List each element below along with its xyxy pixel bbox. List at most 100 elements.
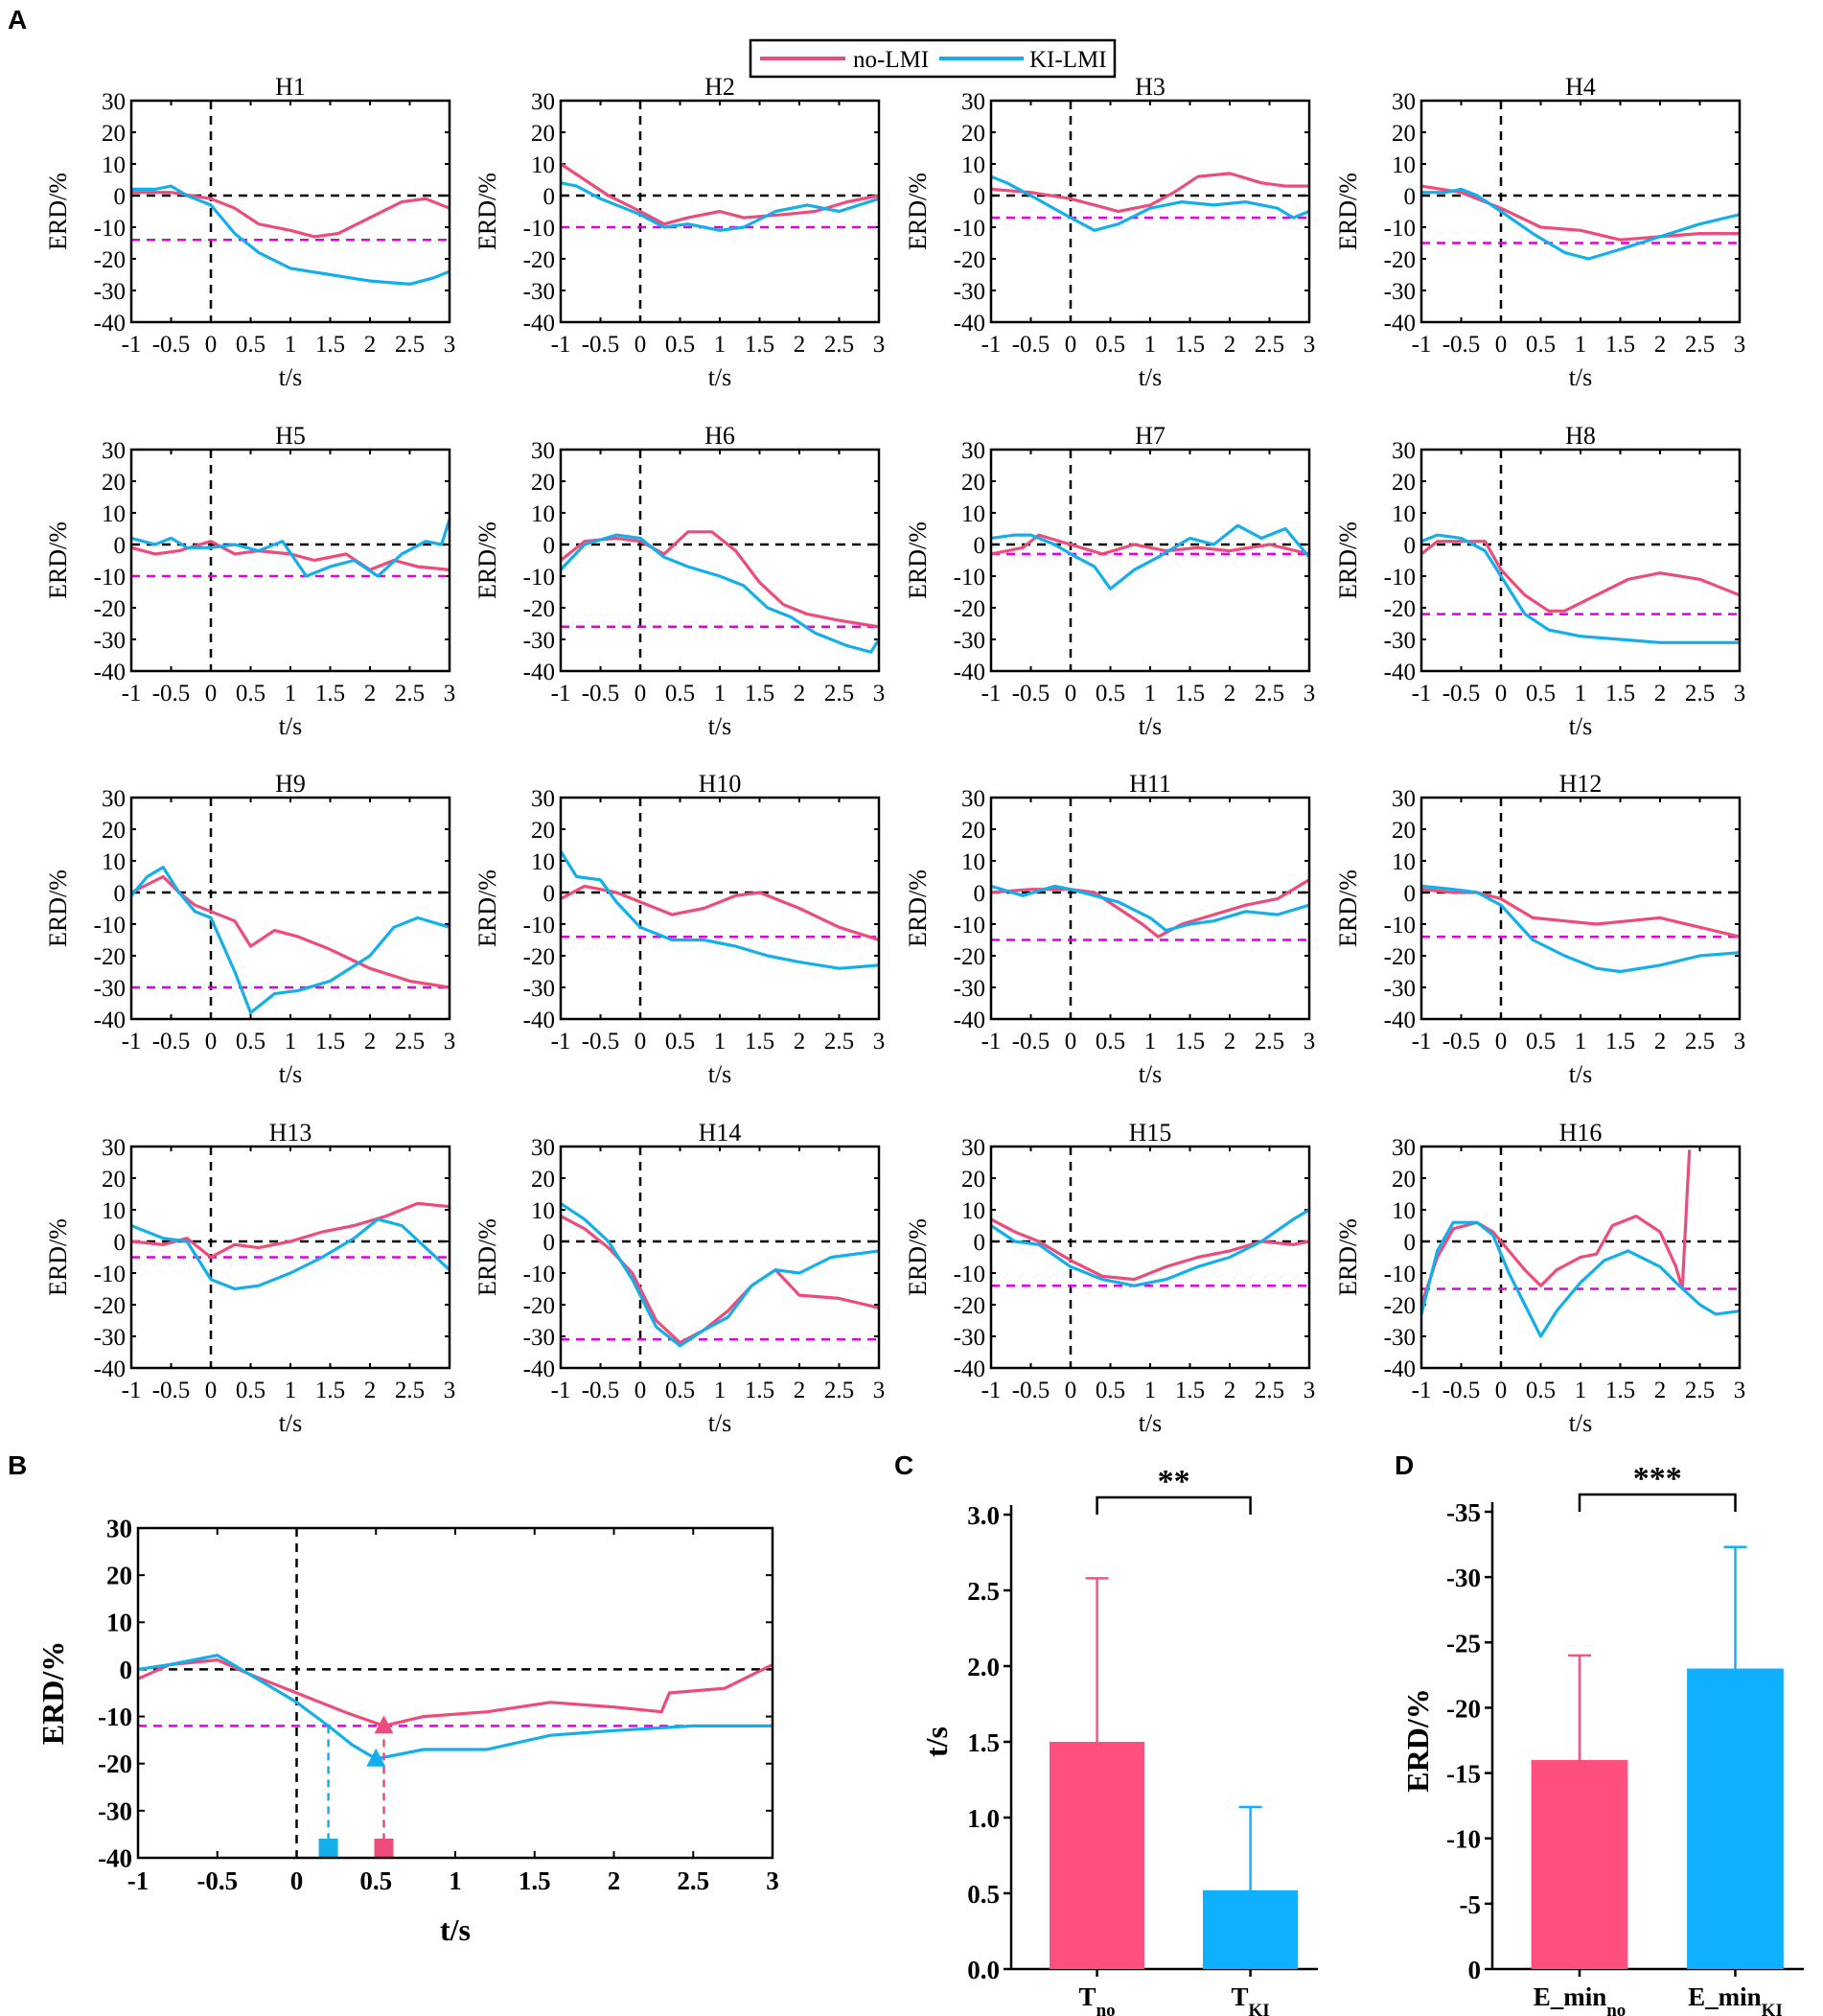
x-tick-label: 0.5: [359, 1866, 392, 1895]
y-tick-label: -40: [94, 660, 126, 685]
y-tick-label: 0: [543, 1230, 556, 1256]
y-tick-label: 0.0: [967, 1956, 1000, 1984]
y-tick-label: 0: [974, 533, 986, 559]
x-tick-label: 0: [635, 1029, 647, 1054]
y-tick-label: 10: [1392, 501, 1416, 527]
legend-no-lmi-label: no-LMI: [853, 47, 929, 73]
y-axis-label: ERD/%: [1334, 1218, 1362, 1296]
x-axis-label: t/s: [1139, 712, 1163, 740]
y-tick-label: -10: [1384, 913, 1416, 938]
plot-frame: [1419, 99, 1742, 324]
x-tick-label: -1: [981, 681, 1002, 707]
x-tick-label: -0.5: [582, 1378, 620, 1403]
y-axis-label: ERD/%: [904, 173, 932, 250]
y-tick-label: 2.0: [967, 1653, 1000, 1681]
x-tick-label: 1.5: [519, 1866, 551, 1895]
y-tick-label: -15: [1446, 1760, 1481, 1789]
y-tick-label: 10: [102, 849, 126, 875]
y-tick-label: -30: [1384, 1325, 1416, 1351]
y-tick-label: 20: [961, 121, 985, 147]
y-tick-label: -10: [94, 913, 126, 938]
x-tick-label: 2.5: [824, 332, 854, 358]
x-tick-label: -0.5: [152, 1029, 191, 1054]
y-tick-label: 0: [1404, 881, 1417, 907]
y-tick-label: 1.5: [967, 1728, 1000, 1757]
y-tick-label: -30: [954, 628, 985, 654]
x-tick-label: -0.5: [1012, 1029, 1050, 1054]
series-no-lmi: [1420, 540, 1741, 613]
y-tick-label: 0: [974, 1230, 986, 1256]
x-tick-label: 1: [1575, 1029, 1587, 1054]
x-tick-label: 1.5: [1605, 1029, 1635, 1054]
x-tick-label: -0.5: [582, 332, 620, 358]
x-tick-label: 2.5: [1255, 681, 1284, 707]
x-tick-label: 0: [1495, 1378, 1508, 1403]
y-tick-label: -10: [954, 216, 985, 242]
y-tick-label: -30: [954, 279, 985, 305]
x-tick-label: 1: [1144, 1029, 1157, 1054]
y-tick-label: -20: [1446, 1694, 1481, 1723]
y-axis-label: ERD/%: [1400, 1688, 1435, 1792]
x-tick-label: 0.5: [665, 332, 695, 358]
y-tick-label: -30: [94, 976, 126, 1002]
y-tick-label: -30: [1384, 628, 1416, 654]
x-tick-label: 3: [444, 1378, 456, 1403]
y-tick-label: -20: [523, 596, 555, 622]
y-tick-label: 0: [114, 881, 127, 907]
y-tick-label: 2.5: [967, 1577, 1000, 1606]
subplot-h10: 30 20 10 0 -10 -20 -30 -40-1 -0.5 0 0.5 1 1.5 2 2.5 3 H1…: [473, 770, 885, 1088]
series-ki-lmi: [1419, 1220, 1741, 1338]
x-tick-label: 1.5: [315, 681, 345, 707]
x-tick-label: 1: [285, 332, 297, 358]
x-tick-label: -0.5: [196, 1866, 238, 1895]
x-tick-label: 1: [714, 681, 727, 707]
y-tick-label: -10: [1446, 1825, 1481, 1854]
x-tick-label: 2: [364, 1378, 377, 1403]
y-tick-label: 10: [531, 1198, 555, 1224]
significance-bracket: [1578, 1493, 1737, 1512]
y-tick-label: 0: [1404, 1230, 1417, 1256]
x-tick-label: 1: [449, 1866, 462, 1895]
x-axis-label: t/s: [1569, 363, 1593, 391]
x-tick-label: -1: [1412, 681, 1432, 707]
x-tick-label-subscript: no: [1606, 2001, 1626, 2016]
y-tick-label: 0: [1404, 533, 1417, 559]
y-axis-label: ERD/%: [904, 1218, 932, 1296]
x-tick-label: -0.5: [1442, 1029, 1481, 1054]
x-axis-label: t/s: [708, 712, 732, 740]
x-axis-label: t/s: [708, 1060, 732, 1088]
subplot-title: H5: [275, 422, 306, 450]
panel-d-erd-min-bar-chart: -35 -30 -25 -20 -15 -10 -5 0 E_minno E_minKI *** ER…: [1400, 1461, 1804, 2016]
x-tick-label: 3: [766, 1866, 779, 1895]
series-ki-lmi: [560, 181, 880, 232]
x-tick-label: 0.5: [1096, 681, 1125, 707]
x-tick-label: 1: [1144, 332, 1157, 358]
x-tick-label: 2: [364, 1029, 377, 1054]
y-tick-label: -30: [94, 1325, 126, 1351]
series-ki-lmi: [559, 850, 880, 970]
y-axis-label: ERD/%: [44, 1218, 72, 1296]
y-tick-label: 20: [961, 1167, 985, 1193]
x-tick-label: 1.5: [315, 1029, 345, 1054]
y-tick-label: -40: [523, 660, 555, 685]
x-tick-label: 0.5: [665, 1029, 695, 1054]
y-tick-label: -25: [1446, 1629, 1481, 1657]
series-no-lmi: [990, 172, 1309, 214]
plot-frame: [989, 796, 1311, 1021]
y-tick-label: -40: [94, 311, 126, 336]
y-tick-label: -40: [523, 1008, 555, 1033]
x-axis-label: t/s: [279, 1060, 303, 1088]
y-axis-label: ERD/%: [904, 869, 932, 947]
x-tick-label-subscript: KI: [1762, 2001, 1783, 2016]
x-tick-label: -0.5: [1442, 1378, 1481, 1403]
x-axis-label: t/s: [1139, 1409, 1163, 1437]
plot-frame: [129, 448, 451, 673]
y-tick-label: 20: [531, 1167, 555, 1193]
x-tick-label: 3: [873, 1029, 886, 1054]
x-tick-label: 0.5: [1526, 332, 1556, 358]
x-tick-label: 2: [364, 681, 377, 707]
x-tick-label: 1.5: [1605, 332, 1635, 358]
y-tick-label: 0.5: [967, 1880, 1000, 1909]
y-tick-label: -20: [954, 944, 985, 970]
y-axis-label: t/s: [919, 1726, 954, 1757]
